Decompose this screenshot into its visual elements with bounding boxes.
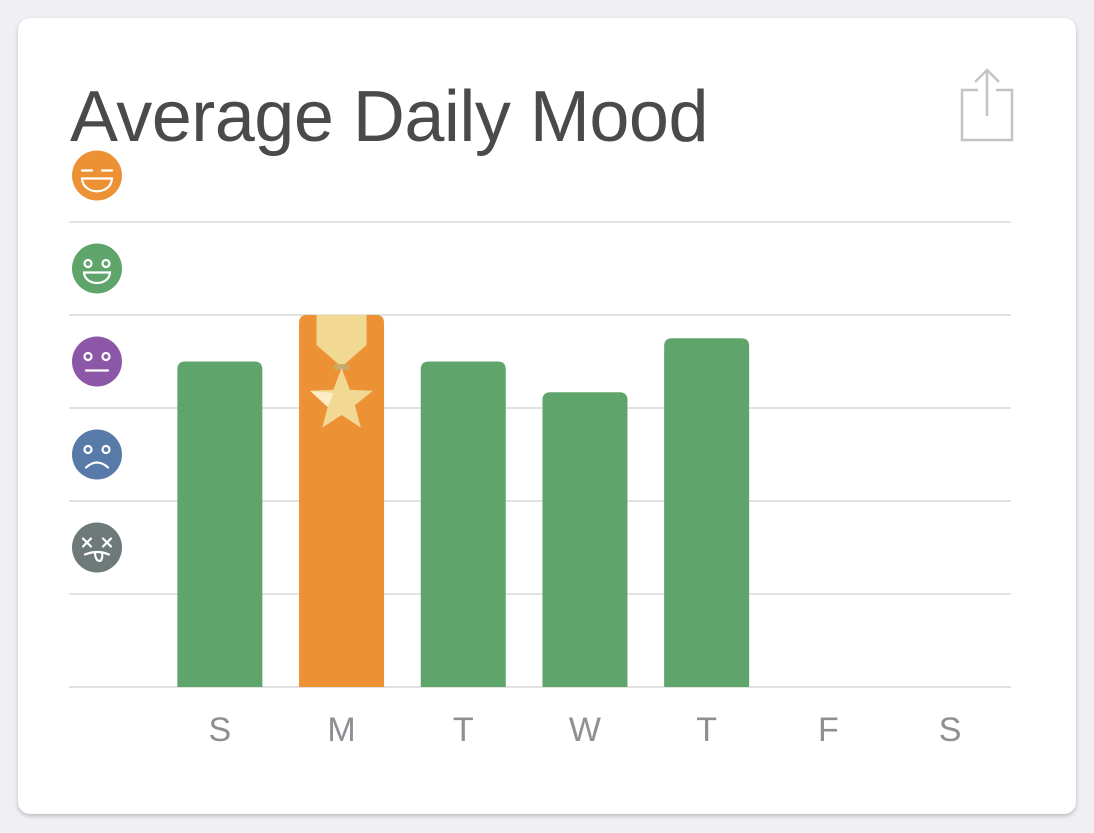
day-label: W	[569, 711, 601, 749]
good-face-icon	[72, 243, 122, 294]
rad-face-icon	[72, 150, 122, 201]
star-medal-icon	[310, 315, 373, 428]
day-label: T	[696, 711, 717, 749]
bad-face-icon	[72, 429, 122, 480]
day-label: S	[939, 711, 962, 749]
day-label: M	[327, 711, 355, 749]
bar	[664, 338, 750, 687]
bar-best-day	[299, 315, 385, 687]
day-label: F	[818, 711, 839, 749]
card-title: Average Daily Mood	[70, 77, 709, 157]
bar	[542, 392, 628, 687]
day-label: S	[209, 711, 232, 749]
awful-face-icon	[72, 522, 122, 573]
day-label: T	[453, 711, 474, 749]
share-icon	[960, 68, 1014, 142]
share-button[interactable]	[956, 68, 1020, 148]
bar	[177, 361, 263, 687]
meh-face-icon	[72, 336, 122, 387]
bar	[420, 361, 506, 687]
